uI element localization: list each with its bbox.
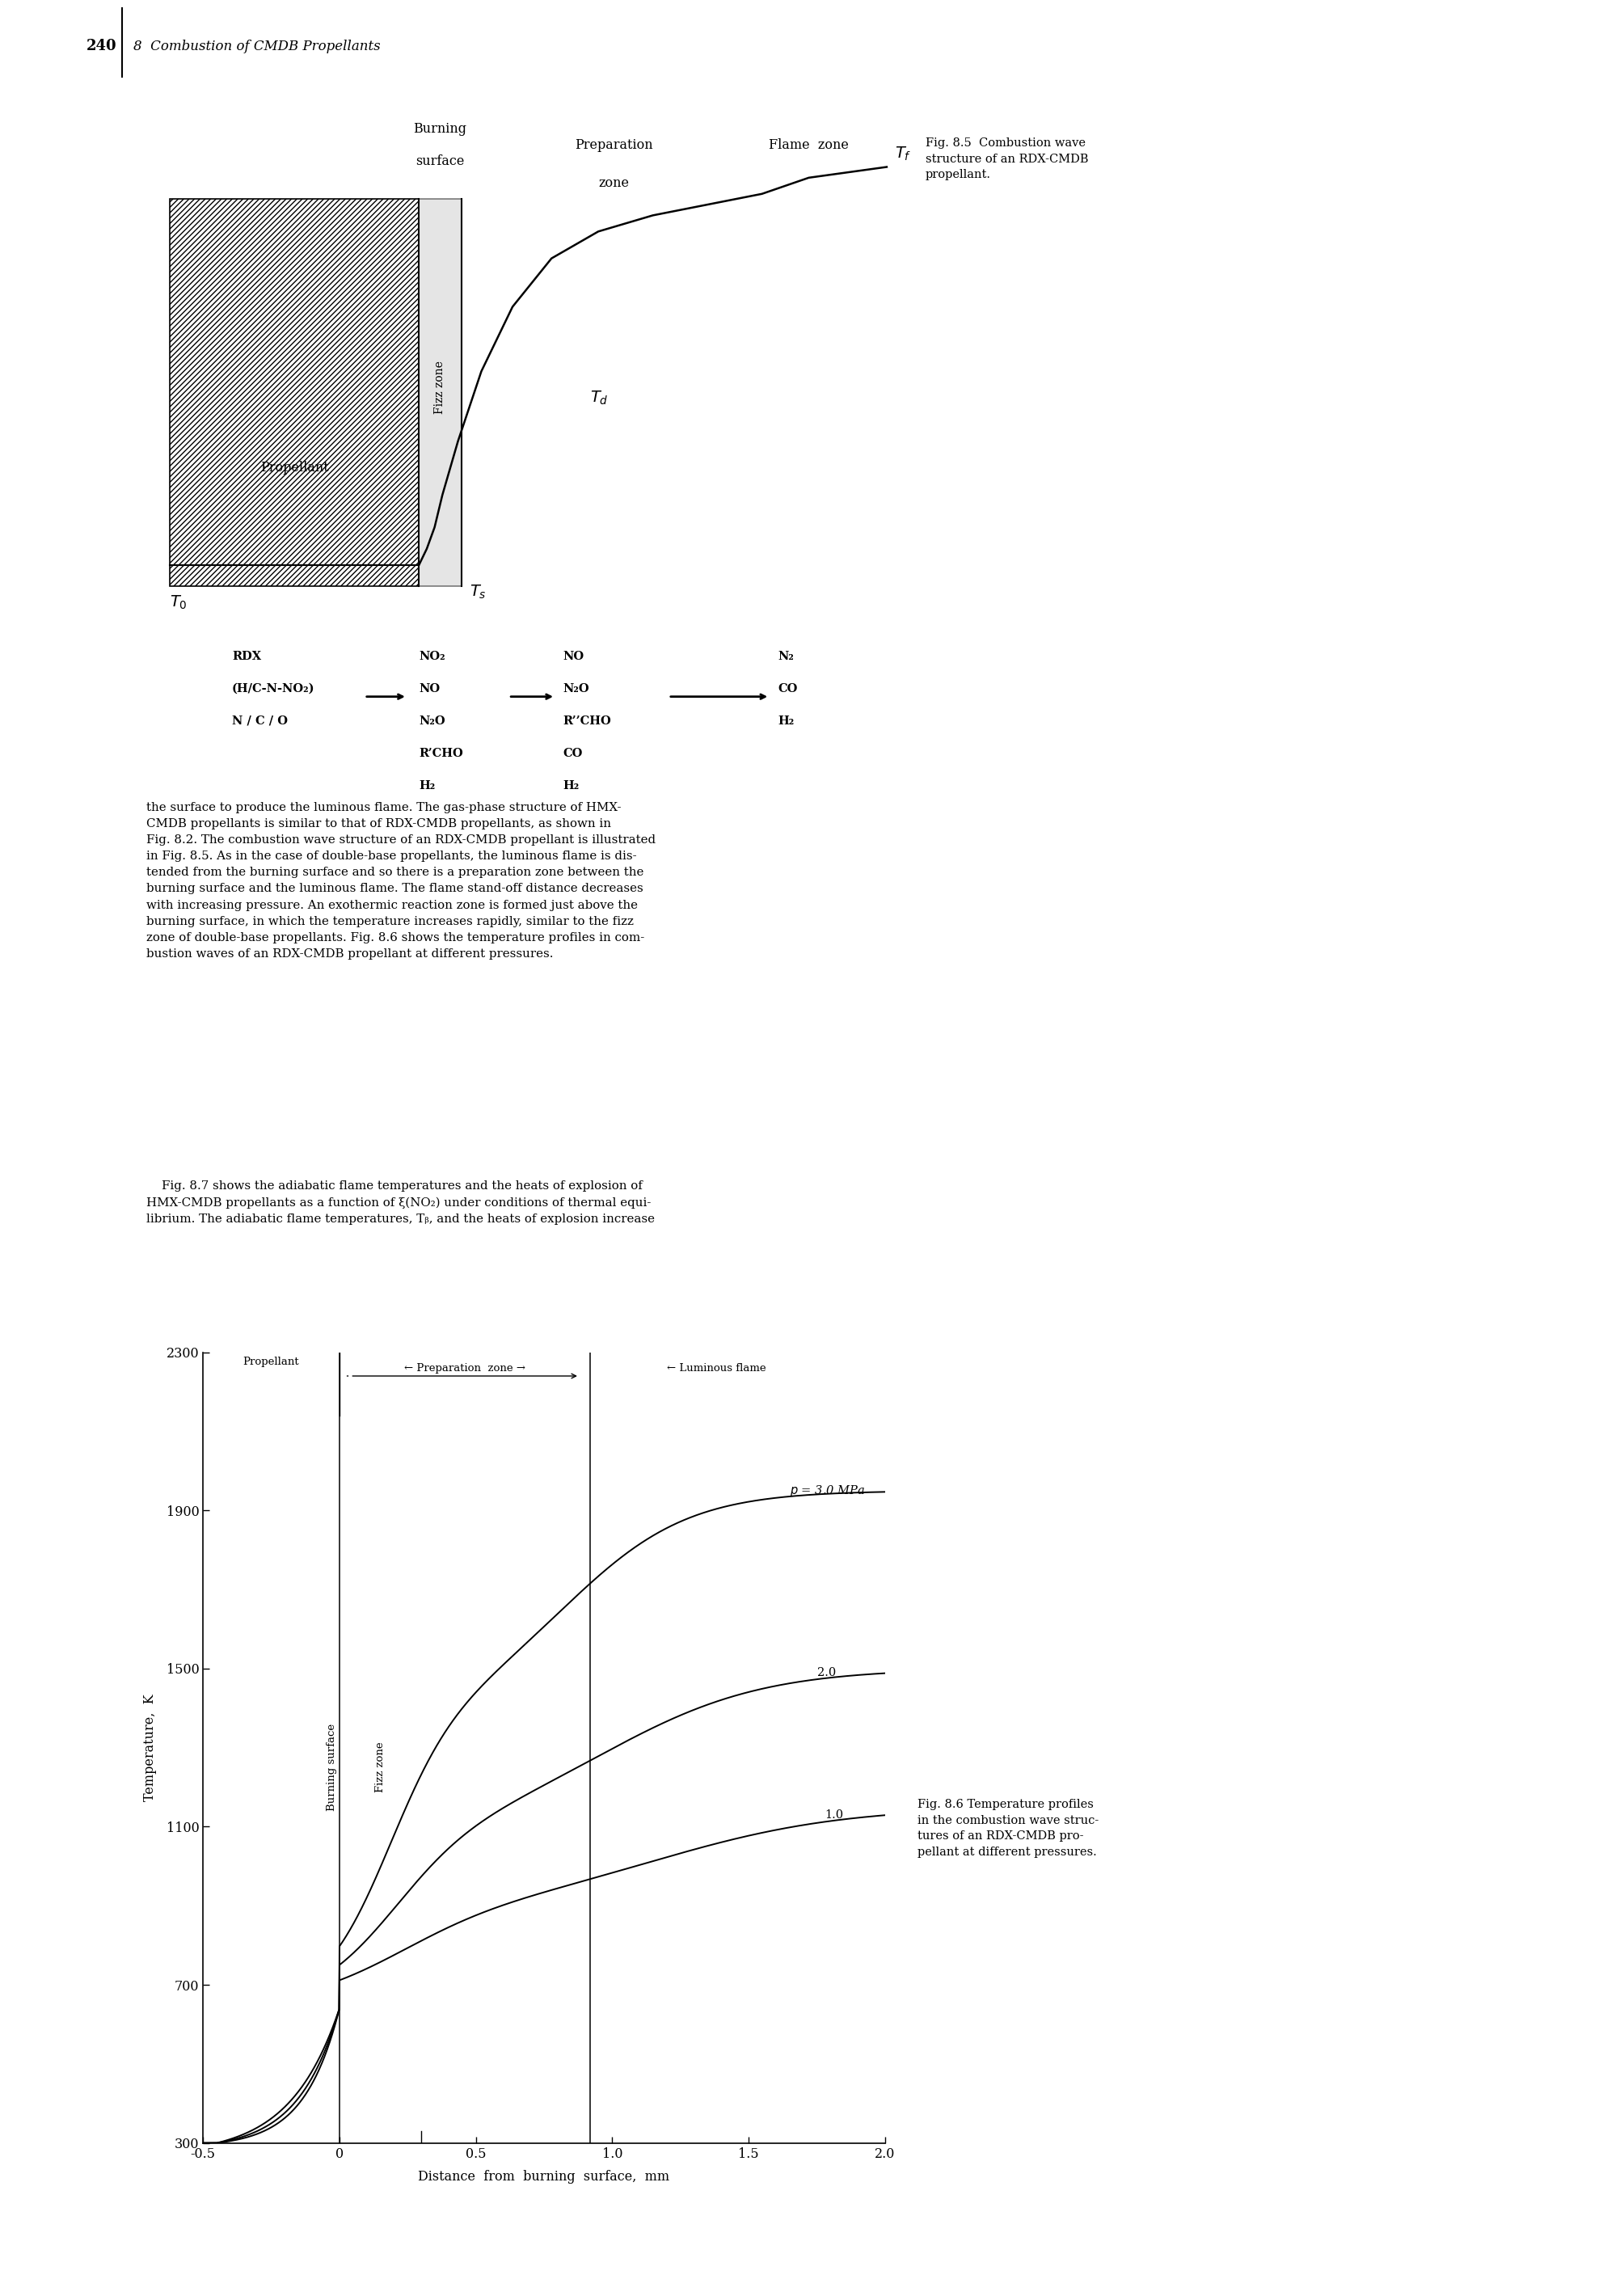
Bar: [419, 199, 461, 587]
Text: R’CHO: R’CHO: [419, 747, 463, 759]
Text: 240: 240: [86, 39, 117, 53]
Text: N₂O: N₂O: [564, 683, 590, 694]
Text: 2.0: 2.0: [817, 1666, 836, 1678]
Text: N₂O: N₂O: [419, 715, 445, 727]
Text: H₂: H₂: [564, 779, 580, 791]
Text: N / C / O: N / C / O: [232, 715, 287, 727]
Text: N₂: N₂: [778, 651, 794, 662]
Text: $p$ = 3.0 MPa: $p$ = 3.0 MPa: [789, 1483, 866, 1499]
Text: NO: NO: [564, 651, 585, 662]
Text: Flame  zone: Flame zone: [768, 138, 849, 151]
Text: 8  Combustion of CMDB Propellants: 8 Combustion of CMDB Propellants: [133, 39, 380, 53]
Text: $T_s$: $T_s$: [469, 582, 487, 601]
Text: NO: NO: [419, 683, 440, 694]
Text: ← Preparation  zone →: ← Preparation zone →: [404, 1364, 526, 1373]
Text: Fizz zone: Fizz zone: [375, 1742, 385, 1792]
Text: R’’CHO: R’’CHO: [564, 715, 612, 727]
Text: RDX: RDX: [232, 651, 261, 662]
Text: (H/C-N-NO₂): (H/C-N-NO₂): [232, 683, 315, 694]
Text: H₂: H₂: [419, 779, 435, 791]
Text: Burning surface: Burning surface: [326, 1724, 336, 1811]
Text: Propellant: Propellant: [260, 461, 328, 474]
Text: CO: CO: [564, 747, 583, 759]
Y-axis label: Temperature,  K: Temperature, K: [143, 1694, 158, 1802]
Text: 1.0: 1.0: [825, 1808, 844, 1820]
Text: Fizz zone: Fizz zone: [434, 360, 445, 415]
Text: $T_f$: $T_f$: [895, 144, 911, 163]
Text: NO₂: NO₂: [419, 651, 445, 662]
Text: Propellant: Propellant: [244, 1357, 299, 1366]
Text: Fig. 8.7 shows the adiabatic flame temperatures and the heats of explosion of
HM: Fig. 8.7 shows the adiabatic flame tempe…: [146, 1180, 654, 1224]
Text: $T_d$: $T_d$: [591, 390, 609, 406]
Text: $T_0$: $T_0$: [169, 594, 187, 612]
X-axis label: Distance  from  burning  surface,  mm: Distance from burning surface, mm: [419, 2171, 669, 2184]
Text: surface: surface: [416, 156, 464, 167]
Text: ← Luminous flame: ← Luminous flame: [667, 1364, 767, 1373]
Text: Fig. 8.5  Combustion wave
structure of an RDX-CMDB
propellant.: Fig. 8.5 Combustion wave structure of an…: [926, 138, 1088, 181]
Text: Preparation: Preparation: [575, 138, 653, 151]
Text: CO: CO: [778, 683, 797, 694]
Text: H₂: H₂: [778, 715, 794, 727]
Bar: [169, 199, 419, 587]
Text: zone: zone: [599, 176, 628, 190]
Text: Burning: Burning: [414, 121, 466, 135]
Text: the surface to produce the luminous flame. The gas-phase structure of HMX-
CMDB : the surface to produce the luminous flam…: [146, 802, 656, 960]
Text: Fig. 8.6 Temperature profiles
in the combustion wave struc-
tures of an RDX-CMDB: Fig. 8.6 Temperature profiles in the com…: [918, 1799, 1099, 1859]
